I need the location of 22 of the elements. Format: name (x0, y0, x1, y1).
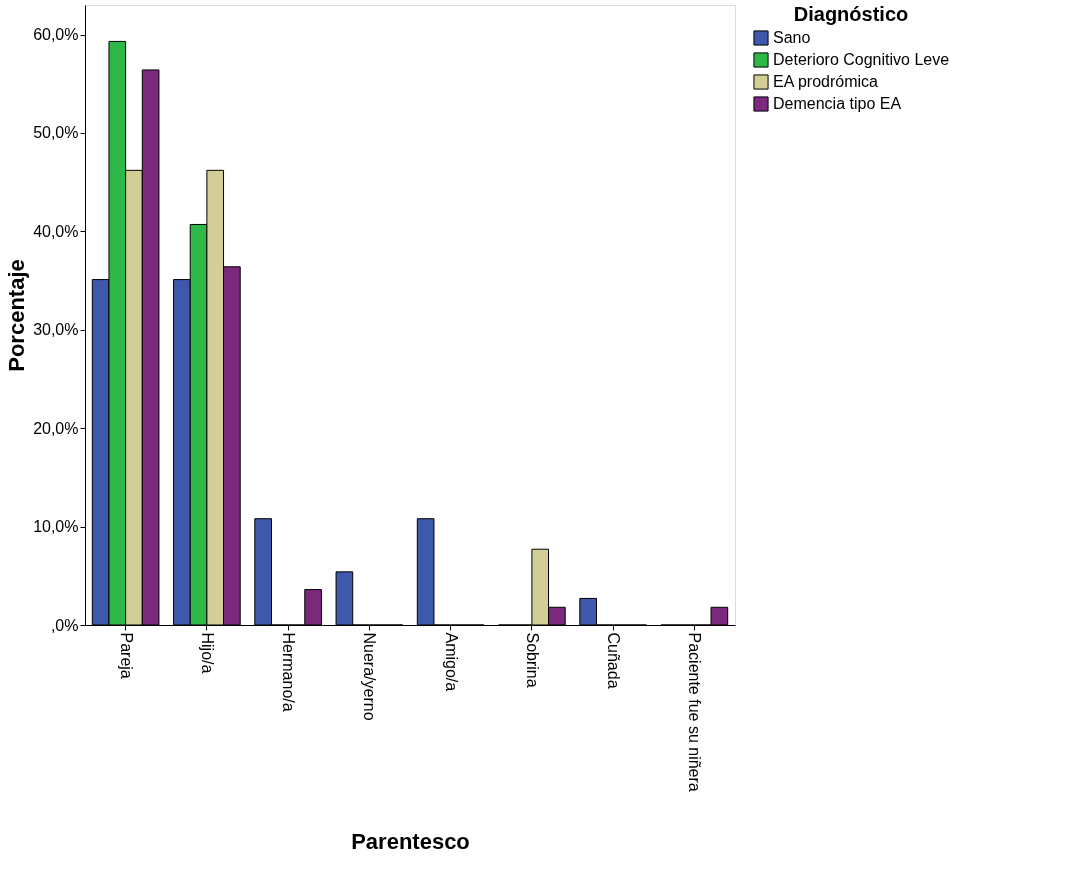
y-tick-label: 20,0% (33, 419, 79, 437)
y-tick-label: 60,0% (33, 26, 79, 44)
y-axis-title: Porcentaje (4, 259, 30, 372)
x-tick-label: Sobrina (523, 632, 541, 688)
y-tick-label: 50,0% (33, 124, 79, 142)
legend-label: Demencia tipo EA (773, 95, 902, 112)
x-tick-label: Paciente fue su niñera (686, 632, 704, 792)
y-tick-label: 40,0% (33, 222, 79, 240)
legend-label: Sano (773, 29, 811, 46)
y-tick-label: 10,0% (33, 518, 79, 536)
x-tick-label: Amigo/a (442, 632, 460, 692)
y-tick-label: ,0% (50, 616, 79, 634)
legend-label: Deterioro Cognitivo Leve (773, 51, 950, 68)
x-tick-label: Pareja (117, 632, 135, 679)
x-tick-label: Hijo/a (198, 632, 216, 674)
x-tick-label: Cuñada (605, 632, 623, 689)
y-tick-label: 30,0% (33, 321, 79, 339)
legend-label: EA prodrómica (773, 73, 879, 90)
legend-title: Diagnóstico (793, 3, 909, 25)
x-tick-label: Nuera/yerno (361, 632, 379, 721)
x-axis-title: Parentesco (351, 828, 470, 854)
x-tick-label: Hermano/a (280, 632, 298, 712)
